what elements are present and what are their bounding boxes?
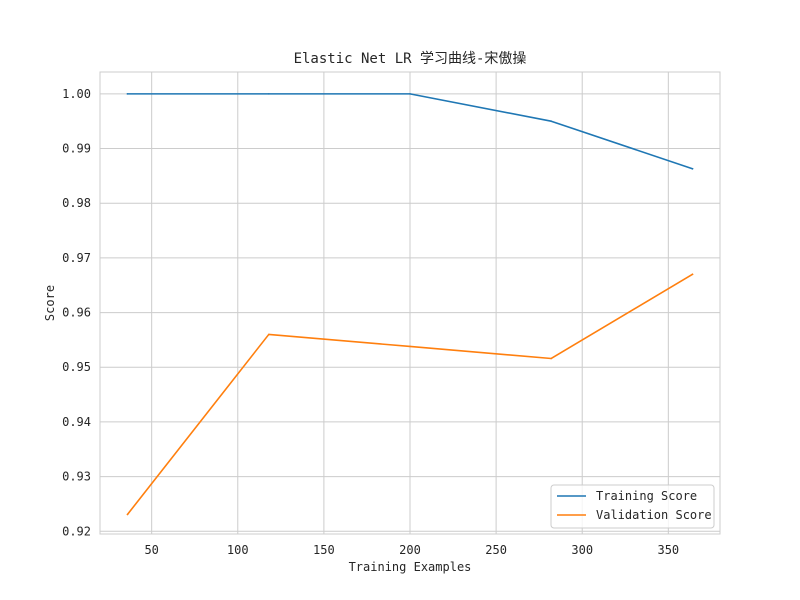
- data-point-validation-score: [409, 345, 411, 348]
- y-tick-label: 0.97: [62, 251, 91, 265]
- x-tick-label: 150: [313, 543, 335, 557]
- y-tick-label: 0.99: [62, 142, 91, 156]
- legend-box: [550, 484, 715, 529]
- data-point-validation-score: [691, 273, 694, 276]
- series-lines: [126, 93, 694, 516]
- y-tick-label: 0.95: [62, 360, 91, 374]
- y-tick-label: 0.94: [62, 415, 91, 429]
- plot-frame: [99, 71, 721, 535]
- x-tick-label: 100: [227, 543, 249, 557]
- legend-label-validation-score: Validation Score: [596, 508, 712, 522]
- data-point-training-score: [409, 93, 411, 95]
- x-tick-label: 200: [399, 543, 421, 557]
- y-tick-label: 0.92: [62, 524, 91, 538]
- y-tick-label: 0.96: [62, 306, 91, 320]
- y-axis-label: Score: [43, 285, 57, 321]
- data-point-validation-score: [267, 333, 270, 336]
- data-point-validation-score: [126, 513, 129, 516]
- legend-label-training-score: Training Score: [596, 489, 697, 503]
- y-tick-label: 0.93: [62, 470, 91, 484]
- chart-title: Elastic Net LR 学习曲线-宋傲操: [294, 51, 527, 67]
- y-tick-label: 1.00: [62, 87, 91, 101]
- tick-labels: 50 100 150 200 250 300 350 0.92 0.93 0.94 0.95 0.96…: [62, 87, 679, 557]
- x-tick-label: 50: [144, 543, 158, 557]
- x-tick-label: 350: [657, 543, 679, 557]
- data-point-training-score: [267, 93, 270, 95]
- x-tick-label: 250: [485, 543, 507, 557]
- grid: [100, 72, 720, 534]
- x-tick-label: 300: [571, 543, 593, 557]
- data-point-training-score: [550, 120, 553, 123]
- data-point-training-score: [126, 93, 129, 95]
- data-point-training-score: [691, 167, 694, 170]
- data-point-validation-score: [550, 357, 553, 360]
- y-tick-label: 0.98: [62, 196, 91, 210]
- x-axis-label: Training Examples: [349, 560, 472, 574]
- legend: Training Score Validation Score: [550, 484, 715, 529]
